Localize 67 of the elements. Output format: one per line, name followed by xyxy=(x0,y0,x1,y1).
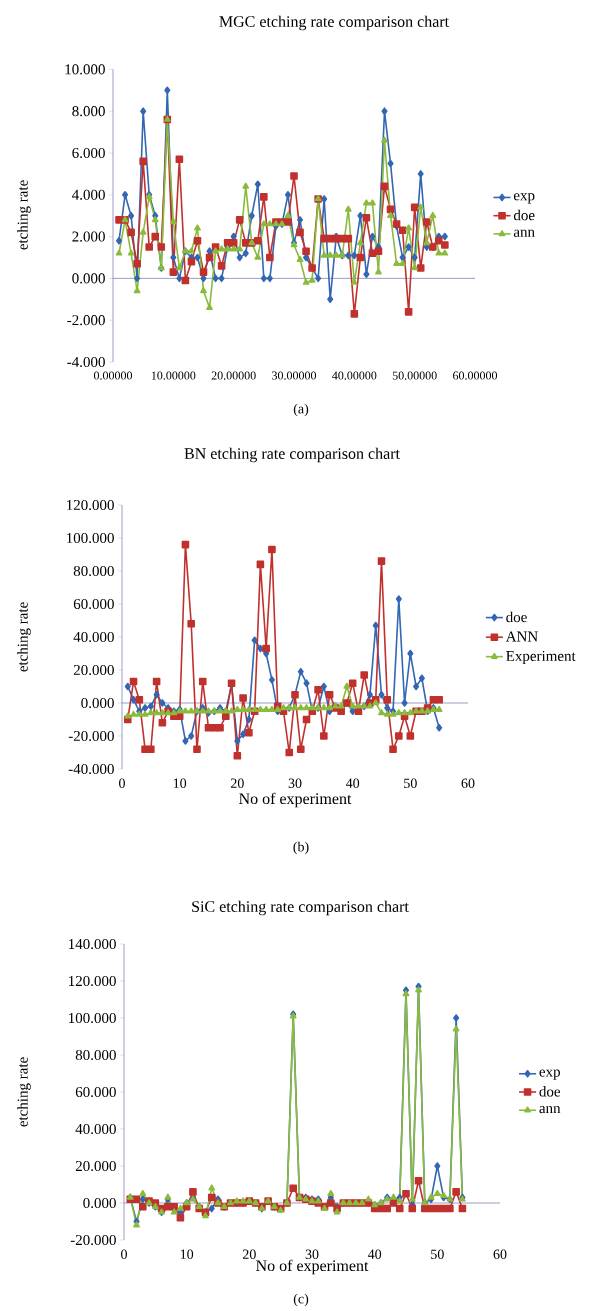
y-tick-label: 0.000 xyxy=(83,1197,116,1209)
x-tick-label: 0 xyxy=(119,778,125,788)
x-tick-label: 30 xyxy=(288,778,302,788)
y-tick-label: -4.000 xyxy=(67,356,105,368)
x-tick-label: 60 xyxy=(461,778,475,788)
legend-label: ANN xyxy=(505,631,538,642)
legend-label: doe xyxy=(539,1086,561,1097)
chart-title: SiC etching rate comparison chart xyxy=(192,900,409,916)
y-tick-label: 2.000 xyxy=(72,231,105,242)
y-tick-label: -20.000 xyxy=(68,730,114,742)
y-axis-title: etching rate xyxy=(17,1057,31,1127)
y-tick-label: 100.000 xyxy=(67,532,114,544)
x-tick-label: 40 xyxy=(345,778,360,788)
y-tick-label: -2.000 xyxy=(67,315,105,326)
legend-label: exp xyxy=(539,1069,560,1080)
y-tick-label: 0.000 xyxy=(81,697,114,709)
text: (c) xyxy=(293,1293,309,1307)
x-tick-label: 10 xyxy=(173,778,187,788)
legend-label: doe xyxy=(513,209,535,221)
x-tick-label: 20 xyxy=(242,1249,256,1259)
y-tick-label: 4.000 xyxy=(72,189,105,200)
legend-label: exp xyxy=(513,193,535,204)
x-tick-label: 30.00000 xyxy=(272,371,317,380)
legend-label: ann xyxy=(539,1105,561,1114)
x-tick-label: 0.00000 xyxy=(93,371,133,380)
x-tick-label: 50 xyxy=(431,1249,444,1259)
x-tick-label: 50.00000 xyxy=(392,371,437,380)
x-tick-label: 60.00000 xyxy=(453,371,498,380)
y-tick-label: 20.000 xyxy=(75,1160,116,1172)
legend-label: doe xyxy=(506,611,527,623)
chart-title: MGC etching rate comparison chart xyxy=(219,15,449,31)
y-tick-label: 0.000 xyxy=(72,273,105,284)
y-tick-label: 6.000 xyxy=(72,147,105,159)
legend-label: Experiment xyxy=(506,650,576,665)
y-tick-label: 10.000 xyxy=(65,64,105,75)
text: (b) xyxy=(293,841,309,855)
x-tick-label: 50 xyxy=(404,778,417,788)
x-axis-title: No of experiment xyxy=(239,792,352,808)
x-tick-label: 0 xyxy=(121,1249,127,1259)
y-tick-label: 40.000 xyxy=(75,1123,116,1135)
y-tick-label: 60.000 xyxy=(73,598,114,610)
y-tick-label: -40.000 xyxy=(68,763,114,775)
y-tick-label: 120.000 xyxy=(67,499,114,511)
y-axis-title: etching rate xyxy=(17,180,31,250)
x-tick-label: 10 xyxy=(180,1249,194,1259)
y-tick-label: 80.000 xyxy=(73,565,114,577)
y-tick-label: -20.000 xyxy=(70,1234,116,1246)
y-tick-label: 80.000 xyxy=(75,1049,116,1061)
x-tick-label: 40 xyxy=(367,1249,382,1259)
x-tick-label: 30 xyxy=(305,1249,319,1259)
y-tick-label: 100.000 xyxy=(69,1012,116,1024)
x-tick-label: 40.00000 xyxy=(332,371,377,380)
x-tick-label: 10.00000 xyxy=(151,371,196,380)
y-tick-label: 60.000 xyxy=(75,1086,116,1098)
y-tick-label: 40.000 xyxy=(73,631,114,643)
y-tick-label: 120.000 xyxy=(69,975,116,987)
y-tick-label: 20.000 xyxy=(73,664,114,676)
x-tick-label: 20.00000 xyxy=(211,371,256,380)
legend-label: ann xyxy=(513,229,535,237)
y-tick-label: 8.000 xyxy=(72,106,105,117)
y-axis-title: etching rate xyxy=(17,602,31,672)
y-tick-label: 140.000 xyxy=(69,938,116,950)
x-axis-title: No of experiment xyxy=(256,1259,369,1275)
x-tick-label: 20 xyxy=(230,778,244,788)
x-tick-label: 60 xyxy=(493,1249,507,1259)
text: (a) xyxy=(293,403,309,417)
chart-title: BN etching rate comparison chart xyxy=(184,447,400,463)
